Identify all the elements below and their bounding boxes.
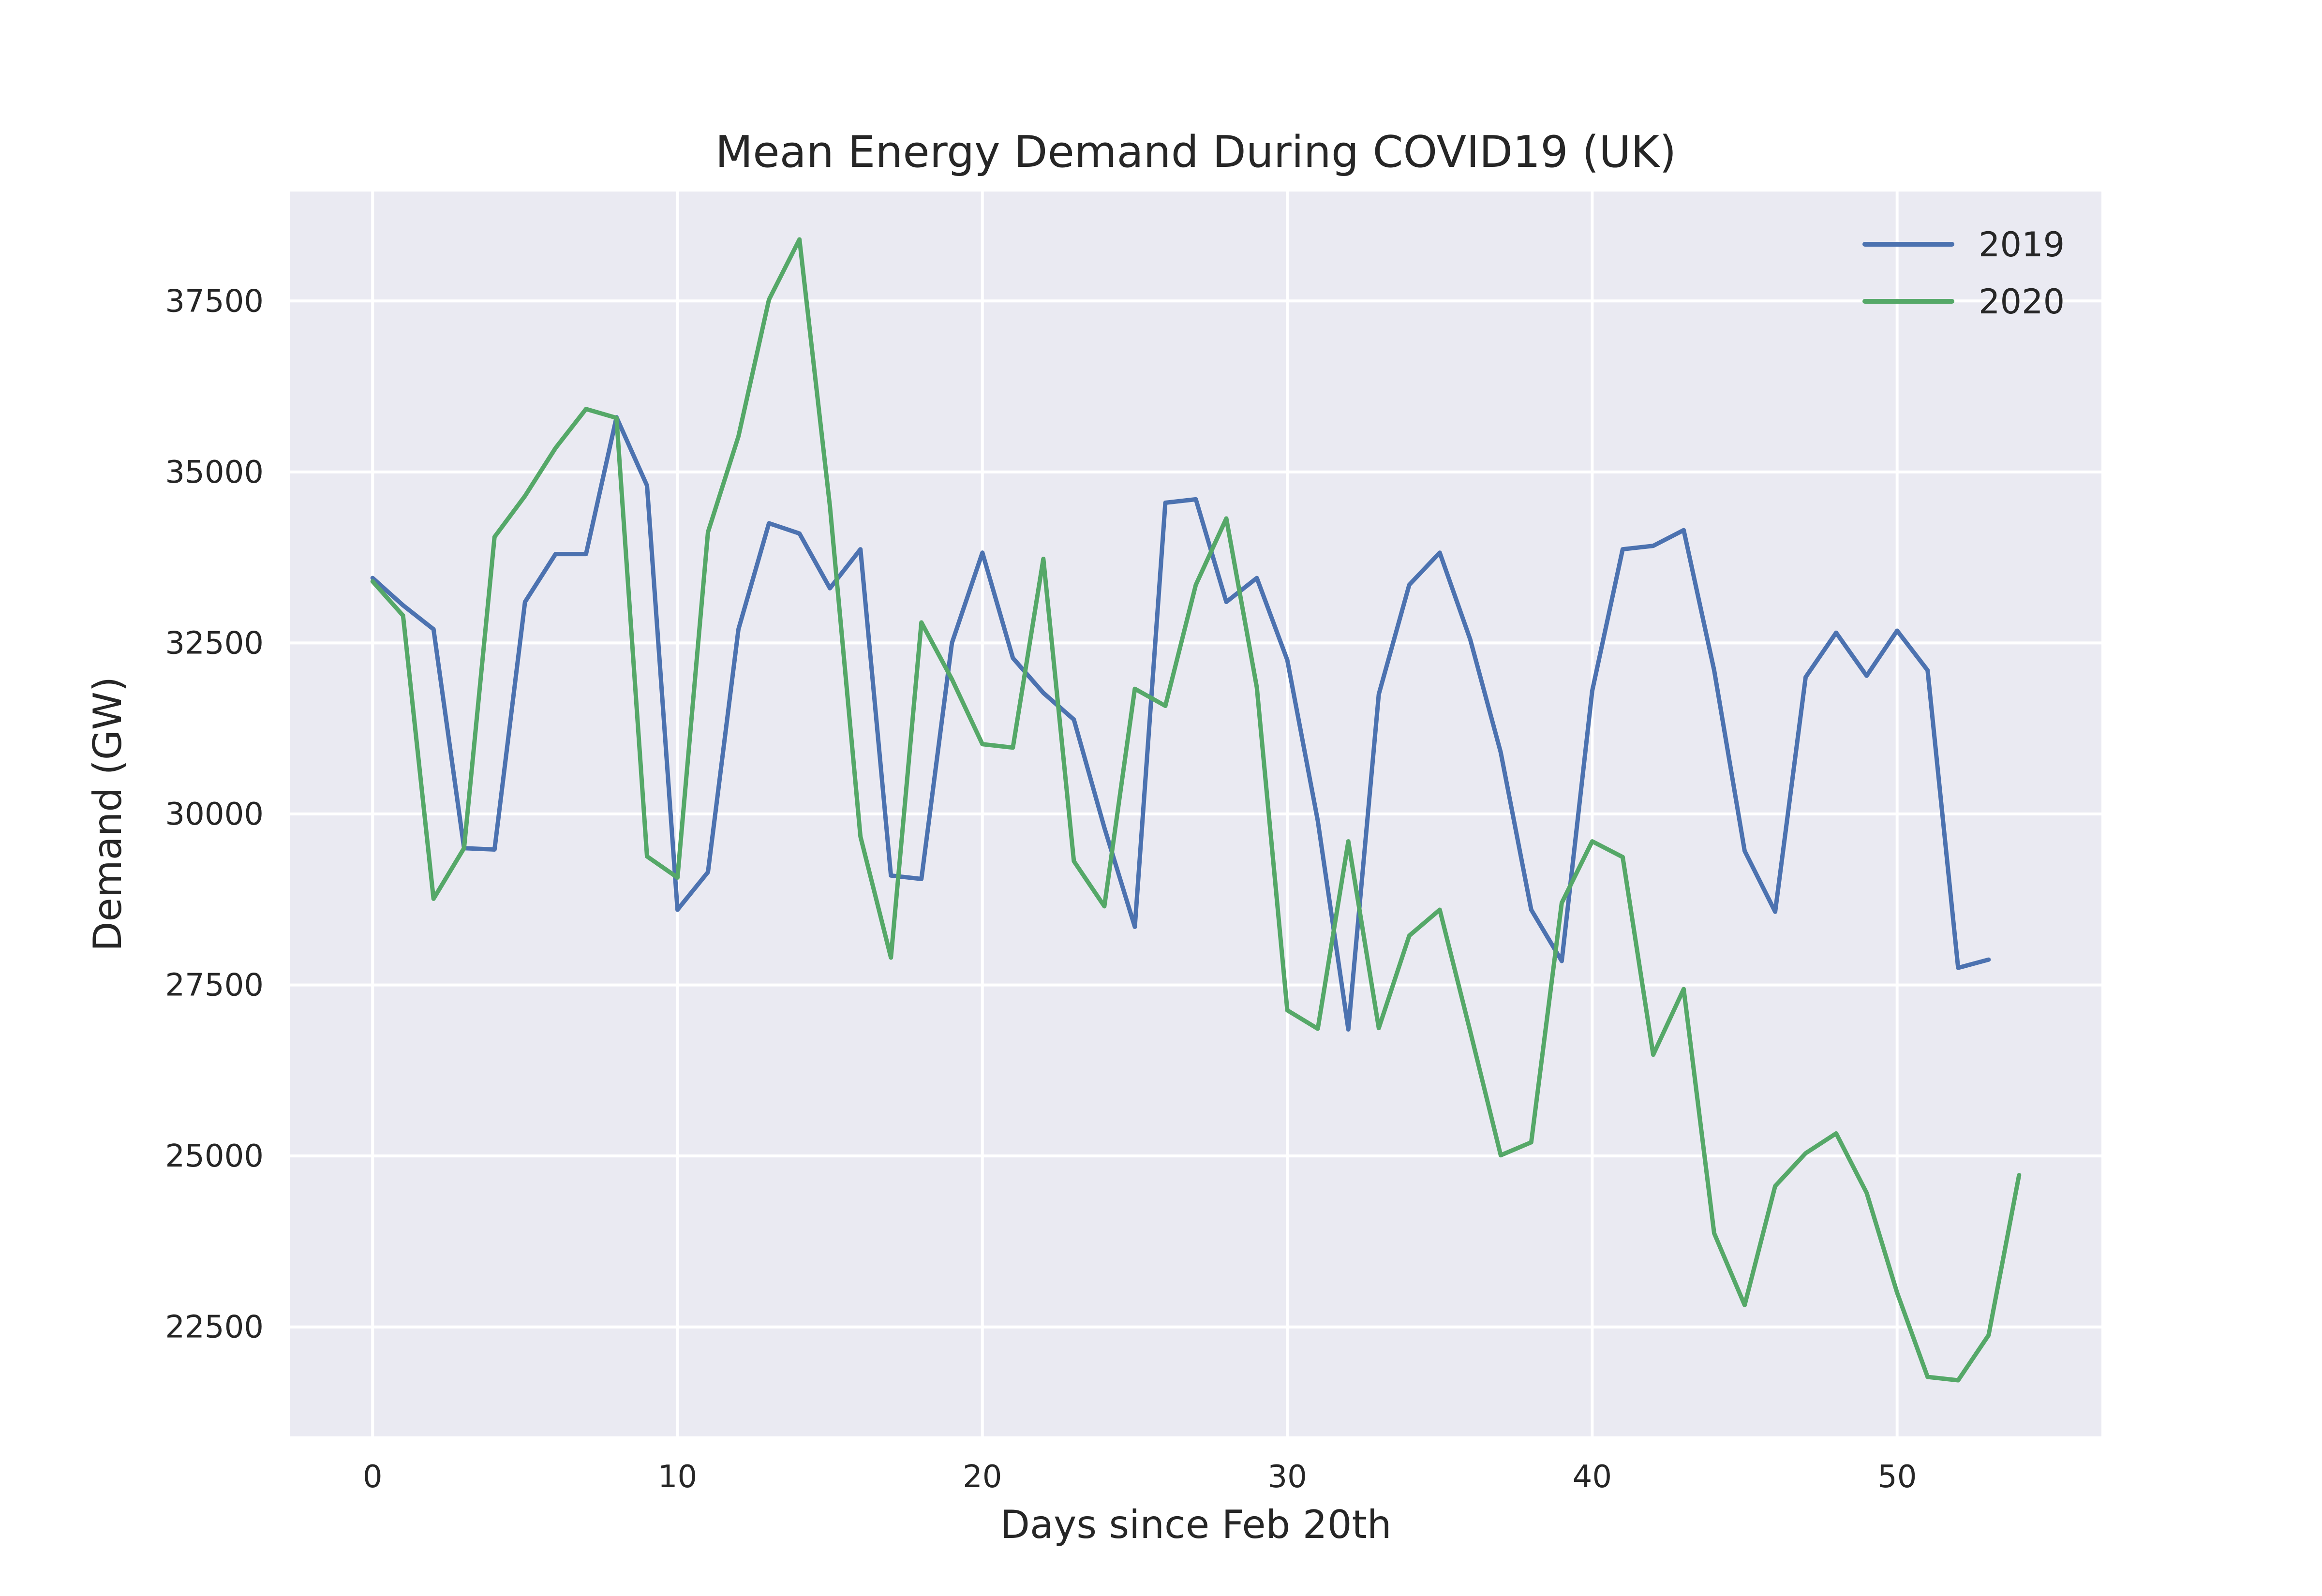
x-tick-label: 10 xyxy=(658,1459,697,1495)
y-axis-ticks: 22500 25000 27500 30000 32500 35000 37500 xyxy=(165,283,264,1345)
y-tick-label: 35000 xyxy=(165,455,264,490)
chart-title: Mean Energy Demand During COVID19 (UK) xyxy=(715,127,1677,177)
x-tick-label: 50 xyxy=(1877,1459,1917,1495)
x-tick-label: 20 xyxy=(963,1459,1002,1495)
x-axis-label: Days since Feb 20th xyxy=(1000,1502,1391,1547)
x-tick-label: 0 xyxy=(363,1459,383,1495)
series-layer xyxy=(370,237,2022,1383)
y-axis-label: Demand (GW) xyxy=(85,677,130,951)
legend: 2019 2020 xyxy=(1862,225,2065,322)
y-tick-label: 22500 xyxy=(165,1310,264,1345)
x-tick-label: 30 xyxy=(1267,1459,1307,1495)
y-tick-label: 25000 xyxy=(165,1138,264,1174)
x-axis-ticks: 0 10 20 30 40 50 xyxy=(363,1459,1917,1495)
series-line-2019 xyxy=(370,415,1991,1032)
y-tick-label: 37500 xyxy=(165,283,264,319)
series-line-2020 xyxy=(370,237,2022,1383)
x-tick-label: 40 xyxy=(1573,1459,1612,1495)
y-tick-label: 32500 xyxy=(165,625,264,661)
y-tick-label: 30000 xyxy=(165,797,264,832)
y-tick-label: 27500 xyxy=(165,968,264,1004)
legend-label-2019: 2019 xyxy=(1979,225,2065,265)
legend-label-2020: 2020 xyxy=(1979,282,2065,322)
grid-lines xyxy=(290,192,2101,1436)
